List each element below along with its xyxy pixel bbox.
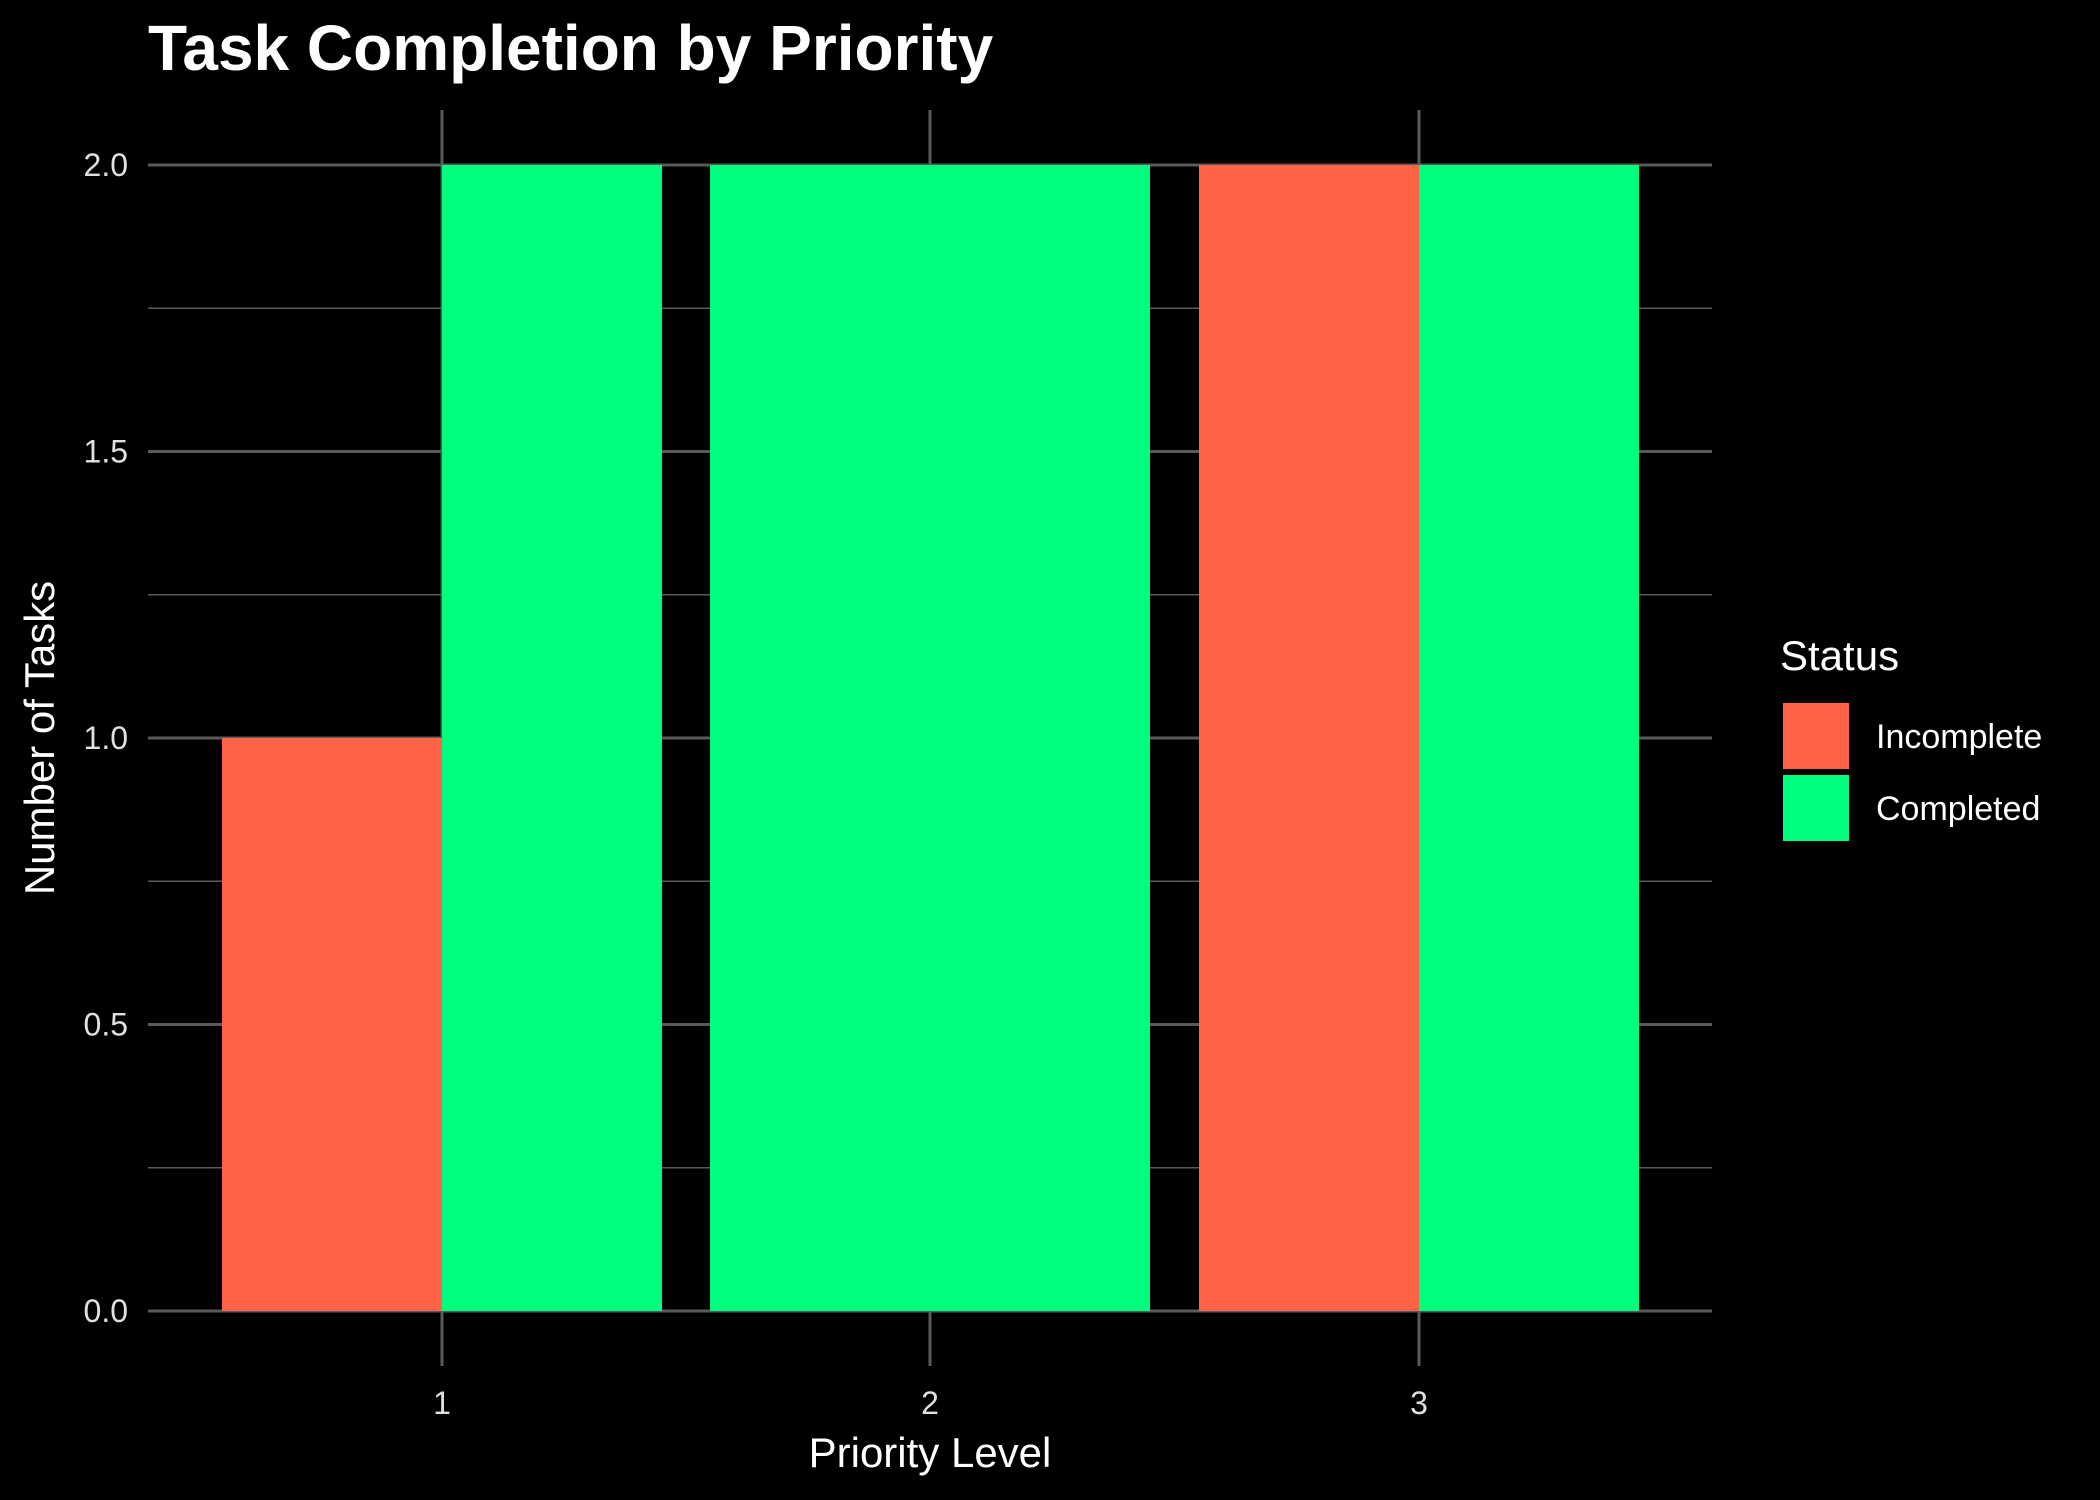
y-tick-label: 1.5 <box>84 434 128 470</box>
bar-completed-priority-3 <box>1419 165 1639 1311</box>
bar-completed-priority-2 <box>710 165 1150 1311</box>
x-tick-label: 3 <box>1410 1385 1428 1421</box>
legend: Status Incomplete Completed <box>1780 632 2042 841</box>
x-tick-label: 2 <box>921 1385 939 1421</box>
bar-incomplete-priority-3 <box>1199 165 1419 1311</box>
bar-incomplete-priority-1 <box>222 738 442 1311</box>
x-tick-label: 1 <box>433 1385 451 1421</box>
legend-label-incomplete: Incomplete <box>1876 718 2042 756</box>
y-tick-label: 0.0 <box>84 1293 128 1329</box>
y-axis-title: Number of Tasks <box>16 581 63 895</box>
x-axis-title: Priority Level <box>809 1429 1052 1476</box>
bar-completed-priority-1 <box>442 165 662 1311</box>
x-axis-ticks: 1 2 3 <box>433 1385 1428 1421</box>
legend-key-completed <box>1783 775 1849 841</box>
y-tick-label: 0.5 <box>84 1007 128 1043</box>
legend-title: Status <box>1780 632 1899 679</box>
y-tick-label: 2.0 <box>84 147 128 183</box>
chart-title: Task Completion by Priority <box>148 12 994 84</box>
y-tick-label: 1.0 <box>84 720 128 756</box>
y-axis-ticks: 0.0 0.5 1.0 1.5 2.0 <box>84 147 128 1329</box>
legend-label-completed: Completed <box>1876 790 2040 828</box>
bars <box>222 165 1639 1311</box>
legend-key-incomplete <box>1783 703 1849 769</box>
